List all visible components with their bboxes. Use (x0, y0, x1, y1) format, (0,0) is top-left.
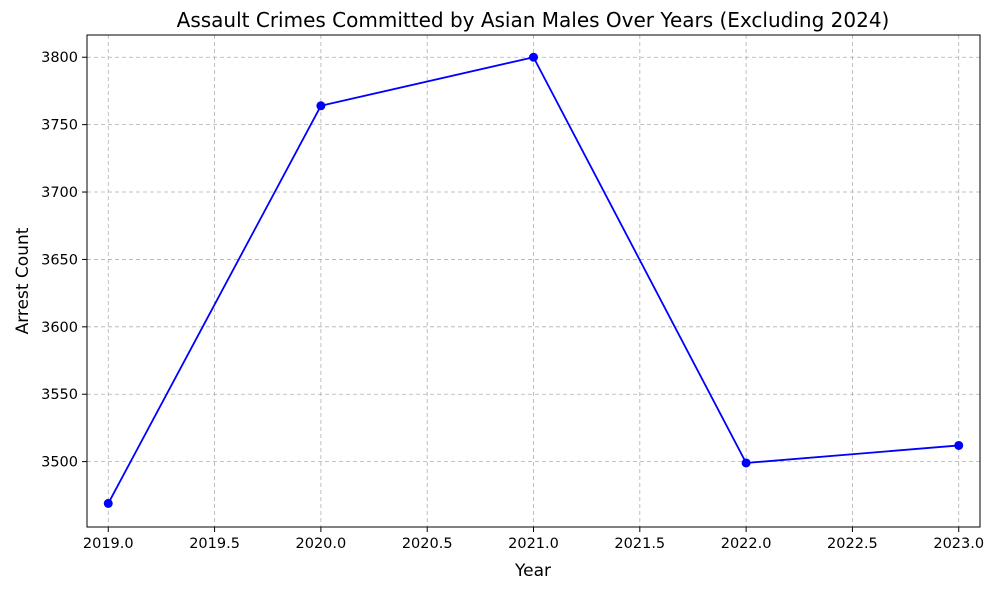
y-tick-label: 3800 (41, 50, 78, 66)
x-tick-label: 2019.5 (189, 536, 240, 552)
x-tick-label: 2022.0 (721, 536, 772, 552)
plot-frame (86, 34, 981, 528)
data-point (316, 101, 326, 111)
data-point (954, 440, 964, 450)
grid-layer (87, 35, 980, 527)
series-layer (103, 52, 964, 508)
y-tick-label: 3750 (41, 118, 78, 134)
x-tick-label: 2023.0 (933, 536, 984, 552)
x-tick-label: 2019.0 (83, 536, 134, 552)
y-axis-label: Arrest Count (13, 227, 33, 334)
chart-title: Assault Crimes Committed by Asian Males … (177, 8, 890, 32)
y-tick-label: 3550 (41, 387, 78, 403)
y-tick-label: 3650 (41, 252, 78, 268)
x-tick-label: 2020.0 (296, 536, 347, 552)
data-point (741, 458, 751, 468)
x-tick-label: 2021.5 (614, 536, 665, 552)
ticks-layer: 2019.0 2019.5 2020.0 2020.5 2021.0 2021.5 2022… (41, 50, 984, 552)
x-axis-label: Year (514, 561, 551, 581)
y-tick-label: 3500 (41, 455, 78, 471)
x-tick-label: 2020.5 (402, 536, 453, 552)
y-tick-label: 3600 (41, 320, 78, 336)
y-tick-label: 3700 (41, 185, 78, 201)
data-point (529, 52, 538, 62)
data-point (103, 498, 113, 508)
x-tick-label: 2021.0 (508, 536, 559, 552)
x-tick-label: 2022.5 (827, 536, 878, 552)
